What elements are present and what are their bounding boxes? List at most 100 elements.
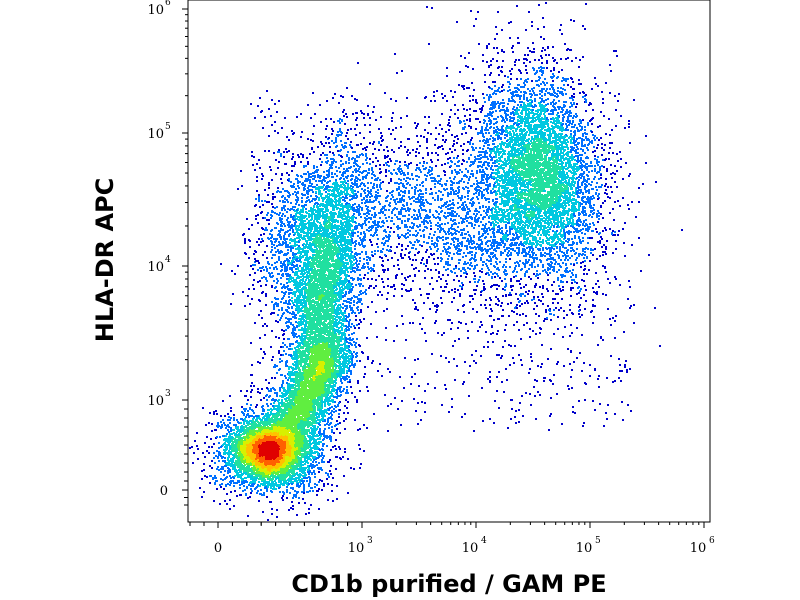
event-point — [252, 451, 254, 453]
event-point — [233, 414, 235, 416]
event-point — [318, 488, 320, 490]
event-point — [295, 494, 297, 496]
event-point — [284, 464, 286, 466]
event-point — [226, 493, 228, 495]
event-point — [266, 403, 268, 405]
event-point — [211, 430, 213, 432]
event-point — [246, 390, 248, 392]
event-point — [251, 478, 253, 480]
event-point — [216, 413, 218, 415]
event-point — [213, 443, 215, 445]
event-point — [259, 493, 261, 495]
event-point — [253, 444, 255, 446]
event-point — [229, 499, 231, 501]
event-point — [274, 392, 276, 394]
event-point — [266, 481, 268, 483]
event-point — [196, 445, 198, 447]
event-point — [243, 485, 245, 487]
event-point — [302, 498, 304, 500]
event-point — [219, 503, 221, 505]
event-point — [227, 483, 229, 485]
event-point — [290, 507, 292, 509]
event-point — [229, 445, 231, 447]
event-point — [290, 480, 292, 482]
event-point — [222, 400, 224, 402]
events-layer — [189, 2, 683, 521]
event-point — [276, 509, 278, 511]
event-point — [189, 447, 191, 449]
event-point — [247, 424, 249, 426]
event-point — [261, 426, 263, 428]
event-point — [227, 413, 229, 415]
event-point — [265, 451, 267, 453]
event-point — [239, 484, 241, 486]
event-point — [210, 438, 212, 440]
event-point — [228, 462, 230, 464]
event-point — [241, 406, 243, 408]
event-point — [204, 442, 206, 444]
event-point — [276, 467, 278, 469]
event-point — [230, 417, 232, 419]
event-point — [233, 485, 235, 487]
event-point — [264, 431, 266, 433]
event-point — [274, 480, 276, 482]
event-point — [279, 478, 281, 480]
event-point — [260, 483, 262, 485]
event-point — [319, 428, 321, 430]
event-point — [205, 424, 207, 426]
event-point — [233, 417, 235, 419]
event-point — [244, 489, 246, 491]
event-point — [277, 457, 279, 459]
event-point — [229, 471, 231, 473]
event-point — [247, 399, 249, 401]
event-point — [225, 427, 227, 429]
event-point — [267, 453, 269, 455]
event-point — [243, 408, 245, 410]
event-point — [302, 475, 304, 477]
event-point — [321, 469, 323, 471]
event-point — [258, 500, 260, 502]
event-point — [208, 422, 210, 424]
event-point — [259, 485, 261, 487]
event-point — [294, 490, 296, 492]
event-point — [220, 468, 222, 470]
event-point — [235, 453, 237, 455]
event-point — [255, 464, 257, 466]
event-point — [250, 404, 252, 406]
event-point — [288, 458, 290, 460]
event-point — [292, 497, 294, 499]
event-point — [298, 502, 300, 504]
event-point — [235, 427, 237, 429]
event-point — [234, 444, 236, 446]
event-point — [215, 455, 217, 457]
event-point — [332, 477, 334, 479]
event-point — [204, 475, 206, 477]
event-point — [330, 465, 332, 467]
event-point — [230, 407, 232, 409]
event-point — [226, 425, 228, 427]
event-point — [224, 470, 226, 472]
event-point — [304, 458, 306, 460]
event-point — [246, 481, 248, 483]
event-point — [237, 458, 239, 460]
event-point — [227, 457, 229, 459]
event-point — [253, 424, 255, 426]
event-point — [292, 505, 294, 507]
event-point — [220, 471, 222, 473]
event-point — [236, 419, 238, 421]
event-point — [302, 467, 304, 469]
event-point — [255, 415, 257, 417]
event-point — [253, 422, 255, 424]
event-point — [233, 464, 235, 466]
event-point — [239, 429, 241, 431]
event-point — [241, 481, 243, 483]
event-point — [230, 427, 232, 429]
event-point — [217, 466, 219, 468]
event-point — [290, 487, 292, 489]
event-point — [253, 429, 255, 431]
event-point — [321, 454, 323, 456]
event-point — [243, 421, 245, 423]
event-point — [225, 435, 227, 437]
event-point — [321, 461, 323, 463]
event-point — [308, 512, 310, 514]
